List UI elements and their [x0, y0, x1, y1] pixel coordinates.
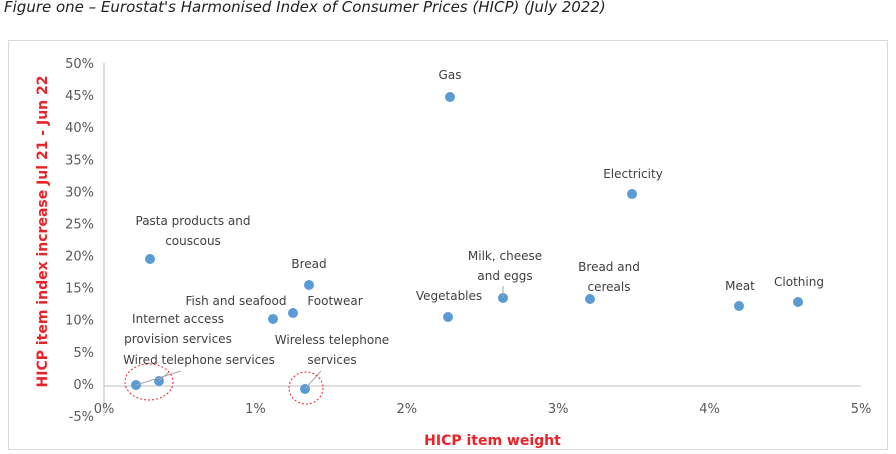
- data-point: [304, 280, 314, 290]
- data-label: Wired telephone services: [123, 353, 275, 367]
- x-tick-label: 4%: [699, 402, 720, 417]
- data-point: [627, 189, 637, 199]
- data-label: Footwear: [307, 294, 362, 308]
- data-point: [288, 308, 298, 318]
- y-tick-label: 20%: [65, 250, 94, 265]
- x-tick-label: 5%: [851, 402, 872, 417]
- data-point: [585, 294, 595, 304]
- data-label: Clothing: [774, 275, 824, 289]
- y-tick-label: 45%: [65, 89, 94, 104]
- y-tick-label: 40%: [65, 121, 94, 136]
- x-axis-title: HICP item weight: [424, 433, 561, 449]
- y-tick-label: 15%: [65, 282, 94, 297]
- data-label: Wireless telephone services: [275, 333, 389, 367]
- leader-line: [304, 370, 322, 390]
- data-label: Pasta products and couscous: [136, 214, 251, 248]
- data-label: Vegetables: [416, 289, 482, 303]
- x-tick-label: 2%: [396, 402, 417, 417]
- data-label: Bread and cereals: [578, 260, 640, 294]
- highlight-circle: [124, 363, 174, 401]
- data-label: Bread: [291, 257, 326, 271]
- data-point: [145, 254, 155, 264]
- y-tick-label: 35%: [65, 153, 94, 168]
- leader-line: [158, 371, 170, 382]
- leader-line: [135, 370, 182, 386]
- y-tick-label: -5%: [69, 410, 94, 425]
- y-tick-label: 5%: [73, 346, 94, 361]
- data-label: Electricity: [603, 167, 663, 181]
- data-label: Milk, cheese and eggs: [468, 249, 542, 283]
- data-point: [445, 92, 455, 102]
- x-tick-label: 1%: [245, 402, 266, 417]
- y-tick-label: 50%: [65, 57, 94, 72]
- chart-frame: -5% 0% 5% 10% 15% 20% 25% 30% 35% 40% 45% 50% 0% 1% 2%…: [8, 40, 888, 450]
- figure-caption: Figure one – Eurostat's Harmonised Index…: [4, 0, 606, 16]
- x-tick-label: 3%: [548, 402, 569, 417]
- data-point: [443, 312, 453, 322]
- data-label: Internet access provision services: [124, 312, 232, 346]
- data-point: [268, 314, 278, 324]
- highlight-circle: [288, 371, 324, 405]
- y-tick-label: 0%: [73, 378, 94, 393]
- y-tick-label: 25%: [65, 217, 94, 232]
- y-axis-title: HICP item index increase Jul 21 - Jun 22: [35, 76, 51, 388]
- data-label: Gas: [439, 68, 462, 82]
- x-tick-label: 0%: [94, 402, 115, 417]
- data-point: [793, 297, 803, 307]
- y-tick-label: 10%: [65, 314, 94, 329]
- scatter-chart: -5%0%5%10%15%20%25%30%35%40%45%50%0% 1% 2%…: [35, 57, 872, 449]
- data-point: [734, 301, 744, 311]
- y-tick-label: 30%: [65, 185, 94, 200]
- data-label: Fish and seafood: [186, 294, 287, 308]
- data-label: Meat: [725, 279, 755, 293]
